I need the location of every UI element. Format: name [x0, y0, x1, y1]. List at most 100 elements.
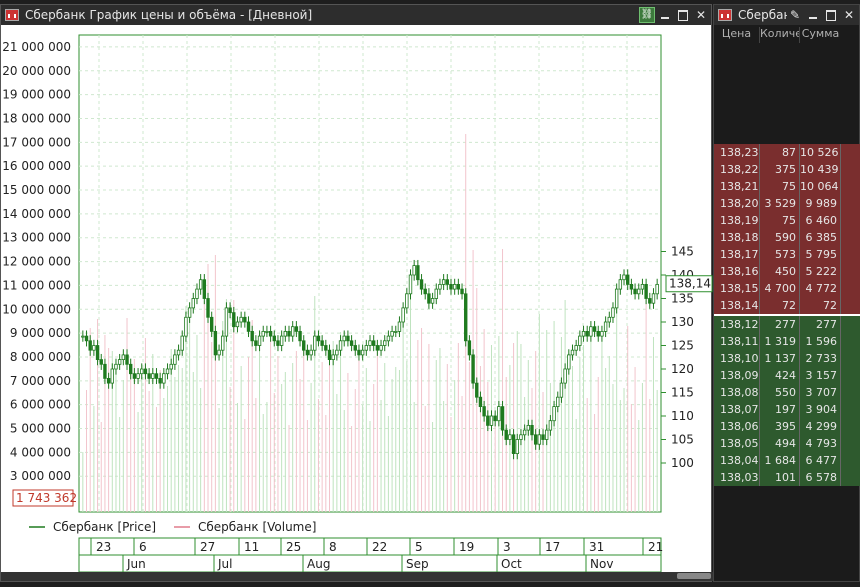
left-axis-tick: 9 000 000: [10, 326, 71, 340]
price-candle: [360, 349, 365, 356]
price-candle: [537, 434, 542, 445]
price-candle: [651, 293, 656, 304]
price-candle: [191, 298, 195, 309]
maximize-button[interactable]: [675, 7, 691, 23]
bid-row[interactable]: 138,09 424 3 157: [714, 367, 860, 384]
right-axis-tick: 100: [671, 456, 694, 470]
col-qty-header[interactable]: Количе: [760, 27, 800, 43]
price-candle: [379, 345, 383, 351]
book-price: 138,21: [714, 178, 760, 195]
day-label: 5: [415, 540, 423, 554]
price-candle: [261, 330, 265, 337]
book-maximize-button[interactable]: [823, 7, 839, 23]
legend-entry: Сбербанк [Volume]: [198, 520, 316, 534]
price-candle: [563, 368, 567, 384]
book-qty: 277: [760, 316, 800, 333]
close-button[interactable]: ✕: [695, 8, 707, 22]
price-candle: [283, 330, 288, 337]
bid-row[interactable]: 138,05 494 4 793: [714, 435, 860, 452]
bid-row[interactable]: 138,07 197 3 904: [714, 401, 860, 418]
book-titlebar[interactable]: Сбербанк ✎ ✕: [714, 5, 859, 25]
book-sum: 5 795: [800, 246, 841, 263]
bid-row[interactable]: 138,06 395 4 299: [714, 418, 860, 435]
book-price: 138,23: [714, 144, 760, 161]
month-label: Oct: [501, 557, 522, 571]
day-label: 23: [96, 540, 111, 554]
book-price: 138,11: [714, 333, 760, 350]
price-candle: [530, 424, 534, 436]
price-candle: [279, 335, 284, 346]
price-candle: [589, 326, 593, 337]
scrollbar-thumb[interactable]: [677, 573, 711, 579]
right-axis-tick: 120: [671, 362, 694, 376]
price-candle: [574, 345, 578, 351]
price-volume-chart[interactable]: 21 000 000 20 000 000 19 000 000 18 000 000…: [1, 25, 713, 573]
ask-row[interactable]: 138,15 4 700 4 772: [714, 280, 860, 297]
ask-row[interactable]: 138,16 450 5 222: [714, 263, 860, 280]
book-qty: 375: [760, 161, 800, 178]
price-candle: [335, 349, 339, 356]
price-candle: [364, 345, 369, 351]
book-minimize-button[interactable]: [805, 7, 821, 23]
ask-row[interactable]: 138,17 573 5 795: [714, 246, 860, 263]
bid-row[interactable]: 138,12 277 277: [714, 316, 860, 333]
col-sum-header[interactable]: Сумма: [801, 27, 840, 40]
pin-icon[interactable]: ✎: [789, 8, 801, 22]
ask-row[interactable]: 138,19 75 6 460: [714, 212, 860, 229]
book-qty: 75: [760, 178, 800, 195]
book-qty: 3 529: [760, 195, 800, 212]
price-candle: [482, 406, 486, 417]
day-label: 3: [503, 540, 511, 554]
ask-row[interactable]: 138,21 75 10 064: [714, 178, 860, 195]
bid-row[interactable]: 138,08 550 3 707: [714, 384, 860, 401]
price-candle: [383, 340, 387, 346]
horizontal-scrollbar[interactable]: [1, 572, 713, 581]
chart-titlebar[interactable]: Сбербанк График цены и объёма - [Дневной…: [1, 5, 711, 25]
price-candle: [81, 335, 85, 338]
book-qty: 424: [760, 367, 800, 384]
left-axis-tick: 8 000 000: [10, 350, 71, 364]
book-sum: 3 157: [800, 367, 841, 384]
left-axis-tick: 3 000 000: [10, 469, 71, 483]
book-close-button[interactable]: ✕: [843, 8, 855, 22]
left-axis-tick: 21 000 000: [2, 40, 71, 54]
price-candle: [180, 335, 184, 351]
ask-row[interactable]: 138,18 590 6 385: [714, 229, 860, 246]
price-candle: [250, 330, 254, 342]
price-candle: [603, 321, 608, 332]
price-candle: [265, 330, 269, 333]
price-candle: [346, 335, 350, 342]
book-sum: 4 793: [800, 435, 841, 452]
bid-row[interactable]: 138,11 1 319 1 596: [714, 333, 860, 350]
right-axis-tick: 110: [671, 409, 694, 423]
price-candle: [184, 316, 188, 337]
ask-row[interactable]: 138,23 87 10 526: [714, 144, 860, 161]
book-header: Цена Количе Сумма: [714, 27, 860, 43]
ask-row[interactable]: 138,14 72 72: [714, 297, 860, 314]
price-candle: [129, 363, 133, 375]
price-candle: [497, 406, 501, 422]
bid-row[interactable]: 138,10 1 137 2 733: [714, 350, 860, 367]
price-candle: [633, 288, 637, 295]
minimize-button[interactable]: [657, 7, 673, 23]
price-candle: [195, 288, 199, 299]
bid-row[interactable]: 138,04 1 684 6 477: [714, 452, 860, 469]
link-icon[interactable]: ⛓: [639, 7, 655, 23]
price-candle: [596, 330, 600, 337]
col-price-header[interactable]: Цена: [714, 27, 760, 43]
price-candle: [460, 288, 464, 295]
price-candle: [519, 434, 523, 440]
price-candle: [578, 335, 582, 346]
book-qty: 395: [760, 418, 800, 435]
ask-row[interactable]: 138,20 3 529 9 989: [714, 195, 860, 212]
last-volume-box: [12, 489, 74, 507]
ask-row[interactable]: 138,22 375 10 439: [714, 161, 860, 178]
book-sum: 2 733: [800, 350, 841, 367]
price-candle: [217, 349, 221, 356]
book-qty: 197: [760, 401, 800, 418]
book-sum: 3 904: [800, 401, 841, 418]
right-axis-tick: 115: [671, 386, 694, 400]
price-candle: [427, 293, 431, 304]
price-candle: [88, 340, 92, 351]
bid-row[interactable]: 138,03 101 6 578: [714, 469, 860, 486]
